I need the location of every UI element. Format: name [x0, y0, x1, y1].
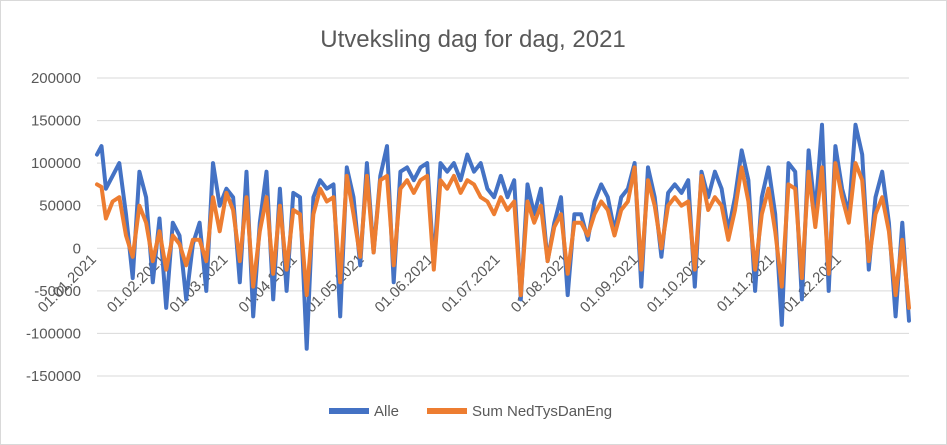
- x-tick-label: 01.12.2021: [780, 251, 845, 316]
- y-tick-label: -100000: [26, 325, 81, 342]
- series-lines: [95, 122, 911, 351]
- x-tick-label: 01.11.2021: [714, 251, 778, 315]
- legend-label-sum-nedtysdaneng: Sum NedTysDanEng: [472, 403, 612, 420]
- series-line-sum-nedtysdaneng: [95, 161, 911, 310]
- y-axis-ticks: 200000 150000 100000 50000 0 -50000 -100000 -15…: [26, 70, 81, 385]
- x-tick-label: 01.02.2021: [104, 251, 169, 316]
- y-tick-label: 150000: [31, 113, 81, 130]
- legend: Alle Sum NedTysDanEng: [329, 403, 612, 420]
- y-tick-label: -50000: [34, 283, 81, 300]
- x-tick-label: 01.06.2021: [372, 251, 437, 316]
- y-tick-label: -150000: [26, 368, 81, 385]
- y-tick-label: 0: [73, 240, 81, 257]
- chart-title: Utveksling dag for dag, 2021: [320, 26, 626, 53]
- x-tick-label: 01.10.2021: [644, 251, 709, 316]
- series-line-alle: [95, 122, 911, 351]
- x-tick-label: 01.03.2021: [166, 251, 231, 316]
- x-tick-label: 01.04.2021: [235, 251, 300, 316]
- x-tick-label: 01.09.2021: [577, 251, 642, 316]
- legend-label-alle: Alle: [374, 403, 399, 420]
- y-tick-label: 100000: [31, 155, 81, 172]
- y-tick-label: 200000: [31, 70, 81, 87]
- y-tick-label: 50000: [39, 198, 81, 215]
- x-tick-label: 01.07.2021: [438, 251, 503, 316]
